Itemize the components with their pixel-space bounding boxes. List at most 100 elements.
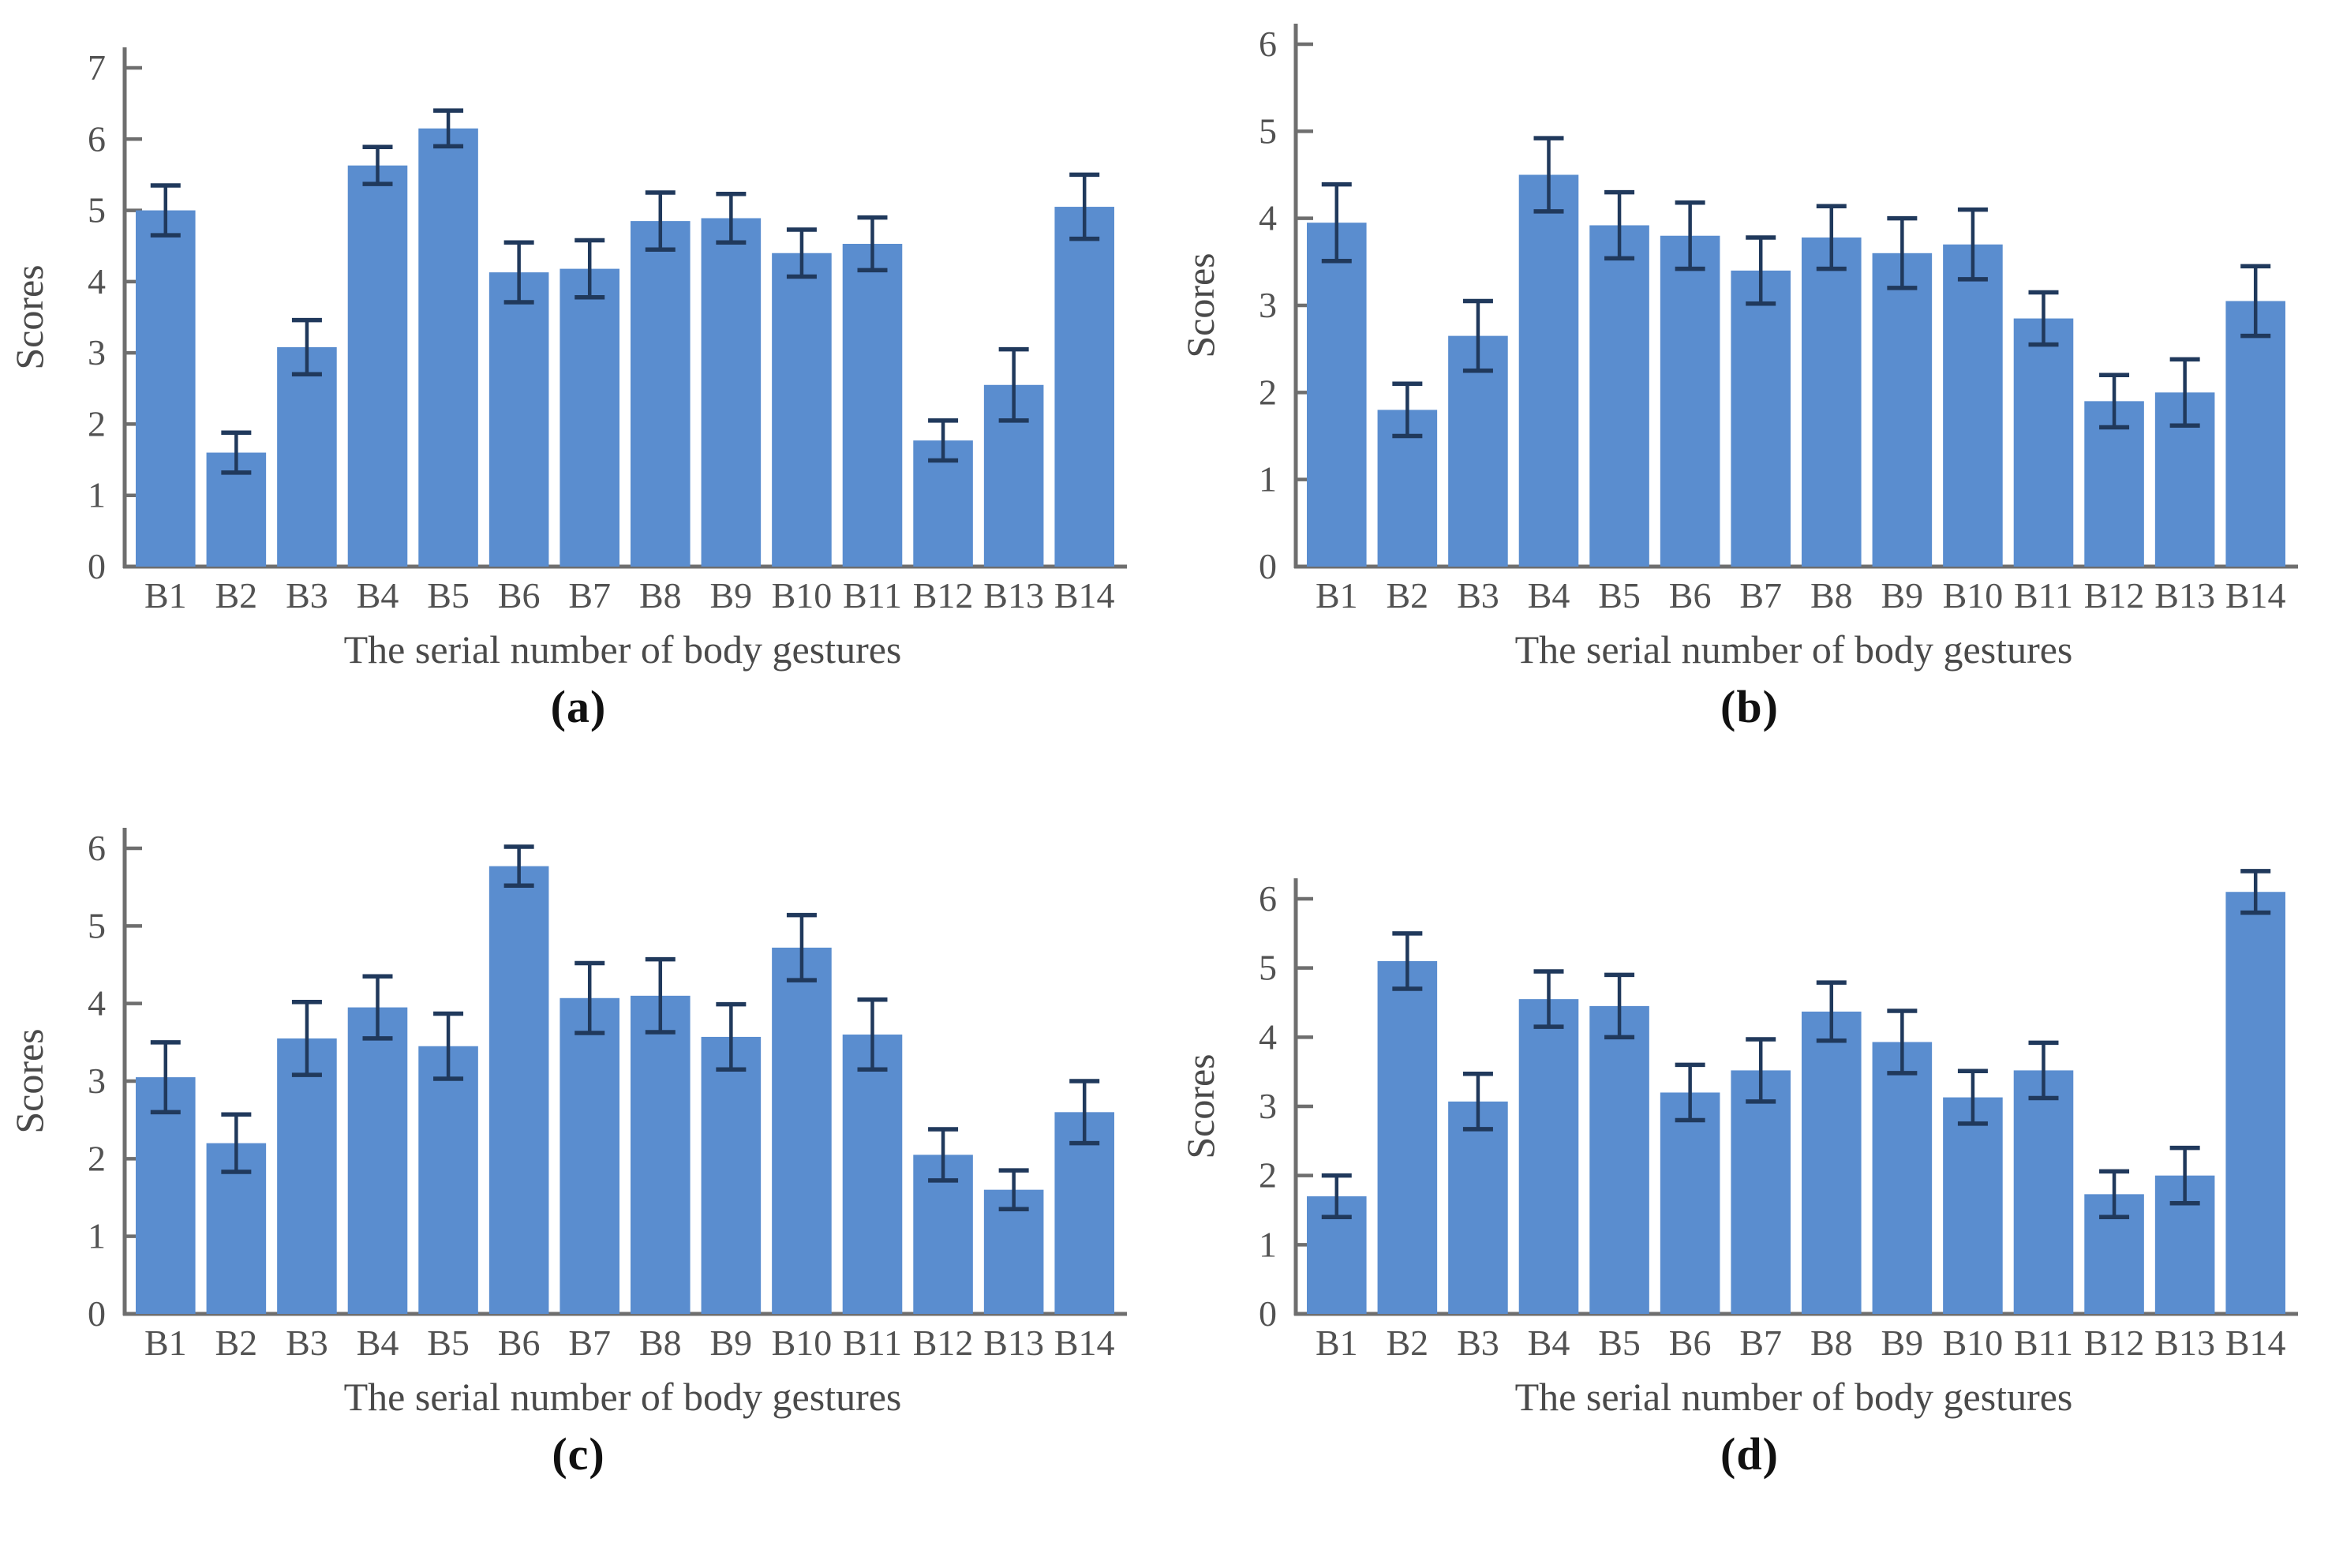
figure-grid: 0 1 2 3 4 5 6 7 B1 B2 B3 B4 B5 B6 B7 B8 B9 B10 B11 B12 B13 B1… [6,6,2322,1480]
x-axis-title: The serial number of body gestures [1515,627,2073,672]
bar-B7 [560,997,619,1314]
y-tick-label: 1 [88,475,106,515]
chart-caption-c: (c) [552,1428,605,1480]
bar-B10 [1943,1097,2003,1314]
x-tick-label-B12: B12 [913,1323,974,1363]
bar-B3 [277,1038,337,1314]
y-tick-label: 0 [88,1293,106,1334]
y-tick-label: 4 [1259,198,1277,238]
x-tick-label-B10: B10 [772,575,833,616]
x-tick-label-B9: B9 [1881,1323,1924,1363]
y-tick-label: 0 [1259,1293,1277,1334]
x-tick-label-B9: B9 [710,1323,753,1363]
x-tick-label-B1: B1 [144,1323,187,1363]
x-tick-label-B11: B11 [843,1323,902,1363]
chart-caption-d: (d) [1720,1428,1779,1480]
bar-B7 [1731,270,1791,567]
x-tick-label-B4: B4 [1528,1323,1570,1363]
x-tick-label-B6: B6 [498,1323,541,1363]
x-tick-label-B2: B2 [1387,575,1429,616]
x-tick-label-B8: B8 [1810,575,1853,616]
bar-B6 [1660,235,1720,567]
bar-B11 [842,1035,903,1314]
y-tick-label: 2 [1259,372,1277,412]
bar-B9 [701,1036,762,1314]
x-tick-label-B14: B14 [1054,575,1115,616]
y-tick-label: 5 [88,190,106,230]
y-tick-label: 1 [1259,1224,1277,1264]
x-tick-label-B12: B12 [2084,575,2145,616]
y-axis-title: Scores [7,1028,51,1133]
x-axis-title: The serial number of body gestures [344,627,902,672]
chart-panel-d: 0 1 2 3 4 5 6 B1 B2 B3 B4 B5 B6 B7 B8 B9 B10 B11 B12 B13 B14… [1177,754,2322,1480]
y-tick-label: 4 [88,261,106,301]
y-tick-label: 6 [88,828,106,868]
bar-B4 [1518,999,1579,1314]
y-tick-label: 4 [1259,1016,1277,1057]
y-tick-label: 1 [88,1216,106,1256]
y-tick-label: 3 [88,332,106,372]
x-tick-label-B13: B13 [983,575,1044,616]
x-tick-label-B14: B14 [1054,1323,1115,1363]
bar-B6 [488,272,549,567]
bar-B5 [1589,225,1649,567]
bar-B9 [1872,253,1933,567]
bar-B3 [277,346,337,567]
x-axis-title: The serial number of body gestures [344,1375,902,1419]
x-tick-label-B11: B11 [843,575,902,616]
bar-B1 [136,1077,196,1314]
bar-B7 [560,268,619,567]
chart-panel-a: 0 1 2 3 4 5 6 7 B1 B2 B3 B4 B5 B6 B7 B8 B9 B10 B11 B12 B13 B1… [6,6,1151,733]
bar-B1 [1307,223,1367,567]
y-axis-title: Scores [1178,253,1222,357]
y-tick-label: 5 [1259,110,1277,151]
x-tick-label-B13: B13 [2154,1323,2215,1363]
x-tick-label-B8: B8 [639,575,682,616]
bar-B4 [1518,174,1579,567]
x-tick-label-B2: B2 [1387,1323,1429,1363]
y-tick-label: 2 [88,1138,106,1178]
x-tick-label-B13: B13 [983,1323,1044,1363]
x-tick-label-B5: B5 [427,575,470,616]
y-axis-title: Scores [1178,1053,1222,1158]
x-tick-label-B3: B3 [286,1323,328,1363]
y-tick-label: 4 [88,983,106,1024]
x-tick-label-B11: B11 [2014,575,2073,616]
x-tick-label-B14: B14 [2225,1323,2286,1363]
x-tick-label-B11: B11 [2014,1323,2073,1363]
bar-B8 [631,221,691,567]
x-tick-label-B2: B2 [215,1323,258,1363]
y-tick-label: 1 [1259,459,1277,500]
chart-panel-b: 0 1 2 3 4 5 6 B1 B2 B3 B4 B5 B6 B7 B8 B9 B10 B11 B12 B13 B14… [1177,6,2322,733]
y-tick-label: 3 [1259,285,1277,325]
y-tick-label: 2 [1259,1155,1277,1196]
bar-B4 [347,165,408,567]
bar-B14 [1054,1112,1114,1314]
x-tick-label-B8: B8 [639,1323,682,1363]
chart-caption-a: (a) [550,681,607,732]
bar-B10 [772,253,832,567]
x-tick-label-B4: B4 [357,575,399,616]
x-tick-label-B10: B10 [1943,1323,2004,1363]
bar-chart-a: 0 1 2 3 4 5 6 7 B1 B2 B3 B4 B5 B6 B7 B8 B9 B10 B11 B12 B13 B1… [7,47,1127,672]
x-tick-label-B5: B5 [427,1323,470,1363]
y-tick-label: 3 [88,1061,106,1101]
y-tick-label: 6 [88,118,106,159]
bar-B11 [842,244,903,567]
bar-B3 [1448,1101,1508,1314]
y-tick-label: 2 [88,403,106,443]
bar-B11 [2013,1070,2074,1314]
bar-B14 [2225,892,2285,1314]
x-tick-label-B10: B10 [1943,575,2004,616]
x-tick-label-B6: B6 [498,575,541,616]
x-tick-label-B3: B3 [1457,575,1499,616]
x-tick-label-B2: B2 [215,575,258,616]
y-tick-label: 6 [1259,24,1277,64]
bar-B5 [418,1046,478,1314]
bar-B14 [1054,207,1114,567]
x-tick-label-B7: B7 [1739,1323,1782,1363]
x-tick-label-B3: B3 [1457,1323,1499,1363]
x-tick-label-B10: B10 [772,1323,833,1363]
x-tick-label-B4: B4 [357,1323,399,1363]
x-tick-label-B9: B9 [710,575,753,616]
